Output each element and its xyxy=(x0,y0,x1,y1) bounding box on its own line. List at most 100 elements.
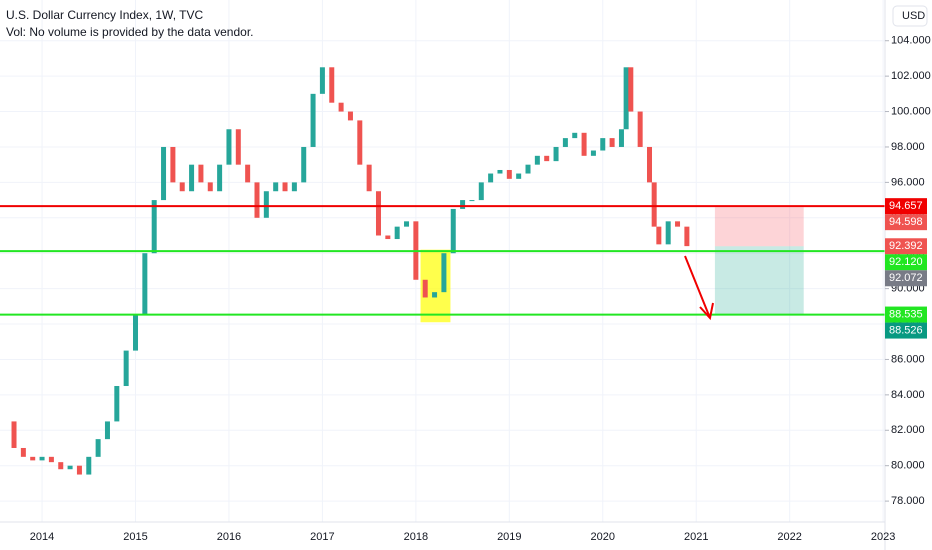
candle xyxy=(48,456,54,463)
candle xyxy=(20,447,26,457)
x-tick-label: 2021 xyxy=(684,531,708,543)
candle xyxy=(217,164,223,192)
candle xyxy=(263,191,269,218)
y-tick-label: 82.000 xyxy=(891,424,925,436)
candle xyxy=(572,132,578,139)
candle xyxy=(142,253,148,316)
stop-zone xyxy=(714,207,804,247)
candle xyxy=(628,67,634,112)
price-label-bg xyxy=(885,270,927,287)
price-label-bg xyxy=(885,214,927,231)
candle xyxy=(198,164,204,183)
candle xyxy=(11,421,17,448)
y-tick-label: 96.000 xyxy=(891,176,925,188)
candle xyxy=(590,150,596,156)
candle xyxy=(385,235,391,240)
price-label: 88.535 xyxy=(889,308,923,320)
volume-note: Vol: No volume is provided by the data v… xyxy=(6,25,253,39)
candle xyxy=(618,129,624,147)
candle xyxy=(301,146,307,183)
currency[interactable]: USD xyxy=(902,10,925,22)
candle xyxy=(562,138,568,147)
y-tick-label: 86.000 xyxy=(891,353,925,365)
arrow xyxy=(684,255,714,321)
candle xyxy=(95,439,101,457)
candle xyxy=(179,182,185,192)
candle xyxy=(329,67,335,103)
candle xyxy=(553,146,559,162)
candle xyxy=(460,200,466,209)
y-tick-label: 102.000 xyxy=(891,70,931,82)
price-label-bg xyxy=(885,198,927,215)
candle xyxy=(600,138,606,151)
candle xyxy=(39,456,45,461)
candle xyxy=(245,164,251,183)
candle xyxy=(123,350,129,387)
candle xyxy=(338,102,344,112)
candle xyxy=(488,173,494,183)
candle xyxy=(189,164,195,192)
candle xyxy=(207,182,213,192)
candle xyxy=(684,226,690,247)
candle xyxy=(58,462,64,470)
price-label: 92.072 xyxy=(889,272,923,284)
price-label: 94.598 xyxy=(889,216,923,228)
price-label: 92.120 xyxy=(889,256,923,268)
candle xyxy=(665,221,671,245)
candle xyxy=(114,386,120,422)
candle xyxy=(675,221,681,227)
candle xyxy=(394,226,400,240)
candle xyxy=(478,182,484,201)
candle xyxy=(86,456,92,475)
x-tick-label: 2023 xyxy=(871,531,895,543)
candle xyxy=(497,169,503,174)
candle xyxy=(291,182,297,192)
candle xyxy=(469,200,475,202)
price-label: 88.526 xyxy=(889,324,923,336)
candle xyxy=(450,208,456,254)
candle xyxy=(441,253,447,293)
price-label-bg xyxy=(885,238,927,255)
candle xyxy=(347,111,353,121)
x-tick-label: 2020 xyxy=(591,531,615,543)
candle xyxy=(525,164,531,174)
price-label: 94.657 xyxy=(889,200,923,212)
y-tick-label: 78.000 xyxy=(891,495,925,507)
title: U.S. Dollar Currency Index, 1W, TVC xyxy=(6,8,204,22)
candle xyxy=(646,146,652,183)
price-label: 92.392 xyxy=(889,240,923,252)
y-tick-label: 100.000 xyxy=(891,105,931,117)
candle xyxy=(310,93,316,147)
currency-button[interactable] xyxy=(892,5,928,27)
price-label-bg xyxy=(885,322,927,339)
candle xyxy=(534,155,540,165)
candle xyxy=(516,173,522,179)
candle xyxy=(544,155,550,162)
candle xyxy=(30,456,36,461)
candle xyxy=(422,279,428,298)
price-label-bg xyxy=(885,306,927,323)
candle xyxy=(161,146,167,201)
candle xyxy=(637,111,643,147)
candle xyxy=(273,182,279,192)
candle xyxy=(656,226,662,245)
x-tick-label: 2022 xyxy=(777,531,801,543)
candle xyxy=(319,67,325,94)
candle xyxy=(375,191,381,236)
candle xyxy=(254,182,260,218)
candle xyxy=(67,465,73,470)
candle xyxy=(506,169,512,179)
x-tick-label: 2018 xyxy=(404,531,428,543)
candle xyxy=(366,164,372,192)
x-tick-label: 2017 xyxy=(310,531,334,543)
candle xyxy=(133,315,139,351)
candle xyxy=(404,221,410,227)
candle xyxy=(581,132,587,156)
x-tick-label: 2016 xyxy=(217,531,241,543)
y-tick-label: 104.000 xyxy=(891,35,931,47)
candle xyxy=(609,138,615,147)
y-tick-label: 80.000 xyxy=(891,460,925,472)
x-tick-label: 2014 xyxy=(30,531,54,543)
candle xyxy=(357,120,363,165)
